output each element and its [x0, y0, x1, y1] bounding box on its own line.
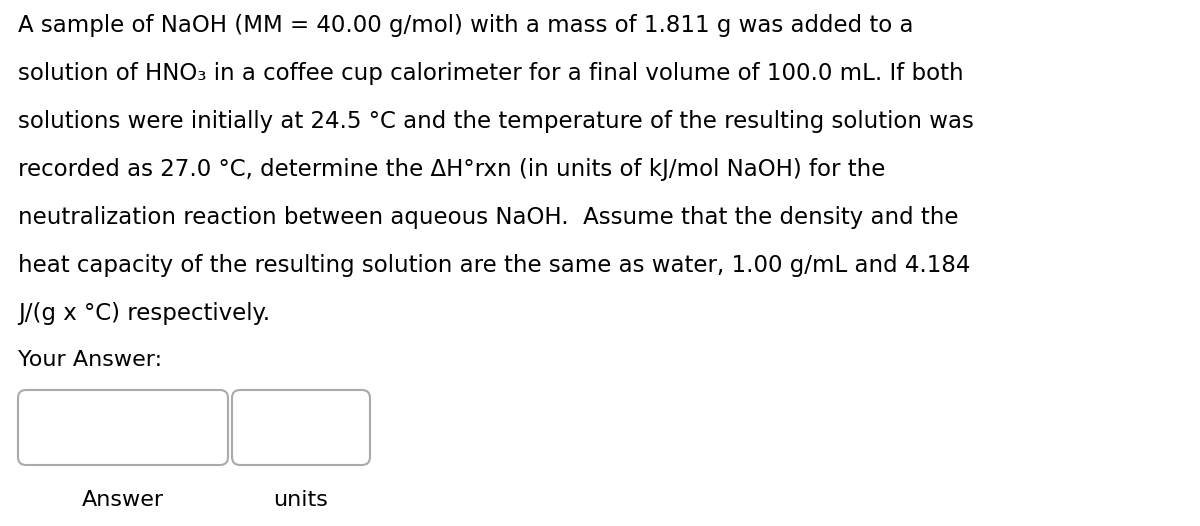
Text: Your Answer:: Your Answer: — [18, 350, 162, 370]
Text: neutralization reaction between aqueous NaOH.  Assume that the density and the: neutralization reaction between aqueous … — [18, 206, 959, 229]
Text: A sample of NaOH (MM = 40.00 g/mol) with a mass of 1.811 g was added to a: A sample of NaOH (MM = 40.00 g/mol) with… — [18, 14, 913, 37]
Text: Answer: Answer — [82, 490, 164, 510]
Text: recorded as 27.0 °C, determine the ΔH°rxn (in units of kJ/mol NaOH) for the: recorded as 27.0 °C, determine the ΔH°rx… — [18, 158, 886, 181]
Text: solution of HNO₃ in a coffee cup calorimeter for a final volume of 100.0 mL. If : solution of HNO₃ in a coffee cup calorim… — [18, 62, 964, 85]
Text: heat capacity of the resulting solution are the same as water, 1.00 g/mL and 4.1: heat capacity of the resulting solution … — [18, 254, 971, 277]
Text: solutions were initially at 24.5 °C and the temperature of the resulting solutio: solutions were initially at 24.5 °C and … — [18, 110, 974, 133]
Text: units: units — [274, 490, 329, 510]
FancyBboxPatch shape — [232, 390, 370, 465]
FancyBboxPatch shape — [18, 390, 228, 465]
Text: J/(g x °C) respectively.: J/(g x °C) respectively. — [18, 302, 270, 325]
